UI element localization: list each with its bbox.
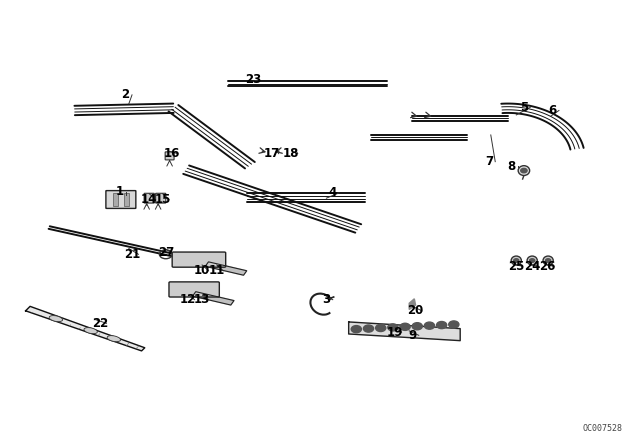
Polygon shape [193, 292, 234, 305]
Ellipse shape [49, 315, 63, 322]
Circle shape [376, 324, 386, 332]
Circle shape [424, 322, 435, 329]
Text: 24: 24 [524, 260, 540, 273]
FancyBboxPatch shape [165, 152, 174, 160]
Text: 8: 8 [507, 159, 515, 172]
Text: 19: 19 [387, 326, 403, 339]
Text: 9: 9 [408, 329, 417, 342]
Bar [124, 193, 129, 206]
Text: 26: 26 [540, 260, 556, 273]
Text: 18: 18 [283, 147, 300, 160]
Bar [113, 193, 118, 206]
Circle shape [514, 259, 519, 262]
Polygon shape [26, 306, 145, 351]
Polygon shape [409, 299, 415, 310]
Text: 11: 11 [209, 264, 225, 277]
Circle shape [545, 259, 550, 262]
Text: 6: 6 [548, 104, 557, 117]
Polygon shape [205, 262, 246, 275]
Text: 21: 21 [124, 248, 140, 261]
Text: 5: 5 [520, 101, 528, 114]
Circle shape [400, 323, 410, 330]
Text: 13: 13 [194, 293, 210, 306]
Circle shape [449, 321, 459, 328]
Text: 14: 14 [141, 193, 157, 206]
FancyBboxPatch shape [169, 282, 220, 297]
Circle shape [521, 168, 527, 173]
Text: 3: 3 [323, 293, 330, 306]
Text: 15: 15 [154, 193, 171, 206]
Text: 1: 1 [115, 185, 124, 198]
Circle shape [530, 259, 535, 262]
FancyBboxPatch shape [172, 252, 226, 267]
Circle shape [388, 324, 398, 331]
Text: 4: 4 [328, 186, 337, 199]
Ellipse shape [107, 336, 120, 342]
Text: 2: 2 [122, 88, 130, 101]
Ellipse shape [527, 256, 538, 265]
Text: 25: 25 [508, 260, 524, 273]
Ellipse shape [84, 327, 97, 334]
Circle shape [364, 325, 374, 332]
Text: 16: 16 [163, 147, 180, 160]
Circle shape [412, 323, 422, 330]
FancyBboxPatch shape [106, 190, 136, 208]
Circle shape [436, 322, 447, 329]
Text: 22: 22 [92, 317, 108, 330]
Text: 12: 12 [180, 293, 196, 306]
Text: 20: 20 [408, 304, 424, 317]
Text: 7: 7 [485, 155, 493, 168]
Text: 27: 27 [157, 246, 174, 259]
FancyBboxPatch shape [144, 193, 154, 203]
Text: 23: 23 [245, 73, 261, 86]
Text: 17: 17 [264, 147, 280, 160]
Circle shape [351, 326, 362, 333]
Ellipse shape [511, 256, 522, 265]
Text: OC007528: OC007528 [582, 424, 623, 433]
Text: 10: 10 [194, 264, 210, 277]
Polygon shape [349, 322, 460, 340]
Ellipse shape [543, 256, 553, 265]
Ellipse shape [518, 166, 530, 176]
FancyBboxPatch shape [156, 193, 166, 203]
